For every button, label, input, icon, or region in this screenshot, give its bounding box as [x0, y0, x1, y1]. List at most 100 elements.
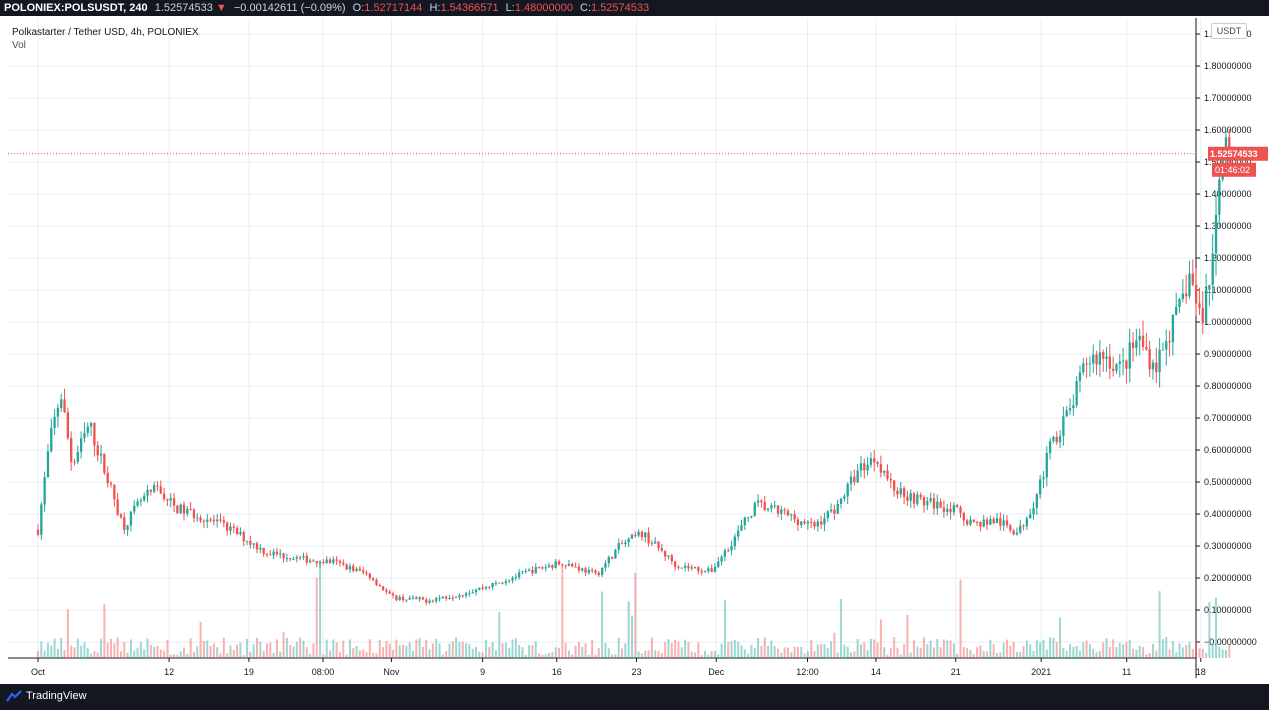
volume-bar [554, 647, 557, 658]
candle-body [999, 518, 1002, 526]
candle-body [464, 593, 468, 596]
volume-bar [783, 647, 786, 658]
close-value: 1.52574533 [591, 2, 650, 14]
volume-bar [996, 653, 999, 658]
volume-bar [1228, 645, 1231, 658]
y-tick-label: 1.80000000 [1204, 61, 1252, 71]
volume-bar [1185, 645, 1188, 658]
volume-bar [365, 652, 368, 658]
volume-bar [773, 646, 776, 658]
volume-bar [962, 646, 965, 658]
x-tick-label: 19 [244, 667, 254, 677]
candle-body [1218, 179, 1221, 215]
candle-body [342, 562, 345, 565]
open-label: O: [352, 2, 365, 14]
volume-bar [461, 641, 464, 658]
volume-bar [697, 642, 700, 658]
volume-bar [923, 637, 926, 658]
symbol-label[interactable]: POLONIEX:POLSUSDT, 240 [4, 2, 148, 14]
volume-bar [43, 650, 46, 658]
volume-bar [1224, 650, 1227, 658]
volume-bar [611, 654, 614, 658]
volume-bar [949, 640, 952, 658]
candle-body [481, 587, 484, 589]
candle-body [375, 579, 378, 585]
candle-body [229, 526, 232, 531]
y-tick-label: 1.60000000 [1204, 125, 1252, 135]
volume-bar [143, 649, 146, 658]
volume-bar [574, 645, 577, 658]
volume-bar [66, 609, 69, 658]
volume-bar [1095, 652, 1098, 658]
volume-bar [153, 646, 156, 658]
volume-bar [528, 645, 531, 658]
candle-body [839, 498, 843, 505]
volume-bar [398, 645, 401, 658]
candle-body [1022, 525, 1025, 527]
candle-body [99, 453, 103, 456]
volume-bar [392, 649, 395, 658]
candle-body [710, 568, 713, 572]
candle-body [846, 483, 849, 497]
candle-body [96, 445, 99, 456]
volume-bar [1135, 649, 1138, 658]
chart-legend: Polkastarter / Tether USD, 4h, POLONIEX … [12, 26, 199, 52]
volume-bar [604, 642, 607, 658]
candle-body [833, 509, 836, 514]
volume-bar [753, 647, 756, 658]
volume-bar [103, 604, 106, 658]
candle-body [169, 498, 172, 501]
candle-body [786, 510, 790, 516]
volume-bar [687, 641, 690, 658]
candle-body [1181, 293, 1185, 300]
volume-bar [793, 646, 796, 658]
candle-body [461, 595, 464, 597]
volume-bar [518, 644, 521, 658]
volume-bar [1065, 650, 1068, 658]
volume-bar [451, 641, 454, 658]
candle-body [773, 505, 776, 507]
volume-bar [1112, 639, 1115, 658]
volume-bar [664, 641, 667, 658]
candle-body [567, 563, 571, 566]
volume-bar [219, 653, 222, 658]
volume-bar [123, 642, 126, 658]
x-tick-label: 11 [1122, 667, 1131, 677]
candle-body [829, 509, 833, 512]
volume-bar [189, 638, 192, 658]
volume-bar [859, 644, 862, 658]
volume-bar [372, 652, 375, 658]
tradingview-logo[interactable]: TradingView [6, 690, 87, 702]
candle-body [1111, 368, 1115, 371]
candle-body [202, 520, 206, 522]
candle-body [547, 565, 551, 568]
candle-body [352, 565, 355, 571]
candle-body [780, 509, 783, 514]
volume-bar [1052, 638, 1055, 658]
volume-bar [279, 651, 282, 658]
candle-body [756, 500, 760, 503]
x-tick-label: 9 [480, 667, 485, 677]
volume-bar [448, 643, 451, 658]
volume-bar [863, 642, 866, 658]
volume-bar [853, 651, 856, 658]
candle-body [863, 463, 866, 471]
volume-bar [1072, 647, 1075, 658]
candle-body [245, 540, 249, 542]
volume-bar [850, 652, 852, 658]
candle-body [292, 558, 295, 560]
candle-body [1214, 214, 1218, 254]
candle-body [189, 508, 192, 510]
candle-body [594, 570, 597, 573]
currency-selector[interactable]: USDT [1211, 23, 1247, 39]
candle-body [152, 485, 156, 492]
candle-body [806, 521, 810, 524]
volume-bar [232, 650, 235, 658]
volume-bar [312, 643, 315, 658]
y-tick-label: 1.40000000 [1204, 189, 1252, 199]
candle-body [378, 584, 381, 587]
price-chart[interactable]: 1.900000001.800000001.700000001.60000000… [0, 0, 1269, 684]
volume-bar [1108, 646, 1111, 658]
candle-body [1171, 314, 1175, 343]
candle-body [139, 500, 143, 502]
